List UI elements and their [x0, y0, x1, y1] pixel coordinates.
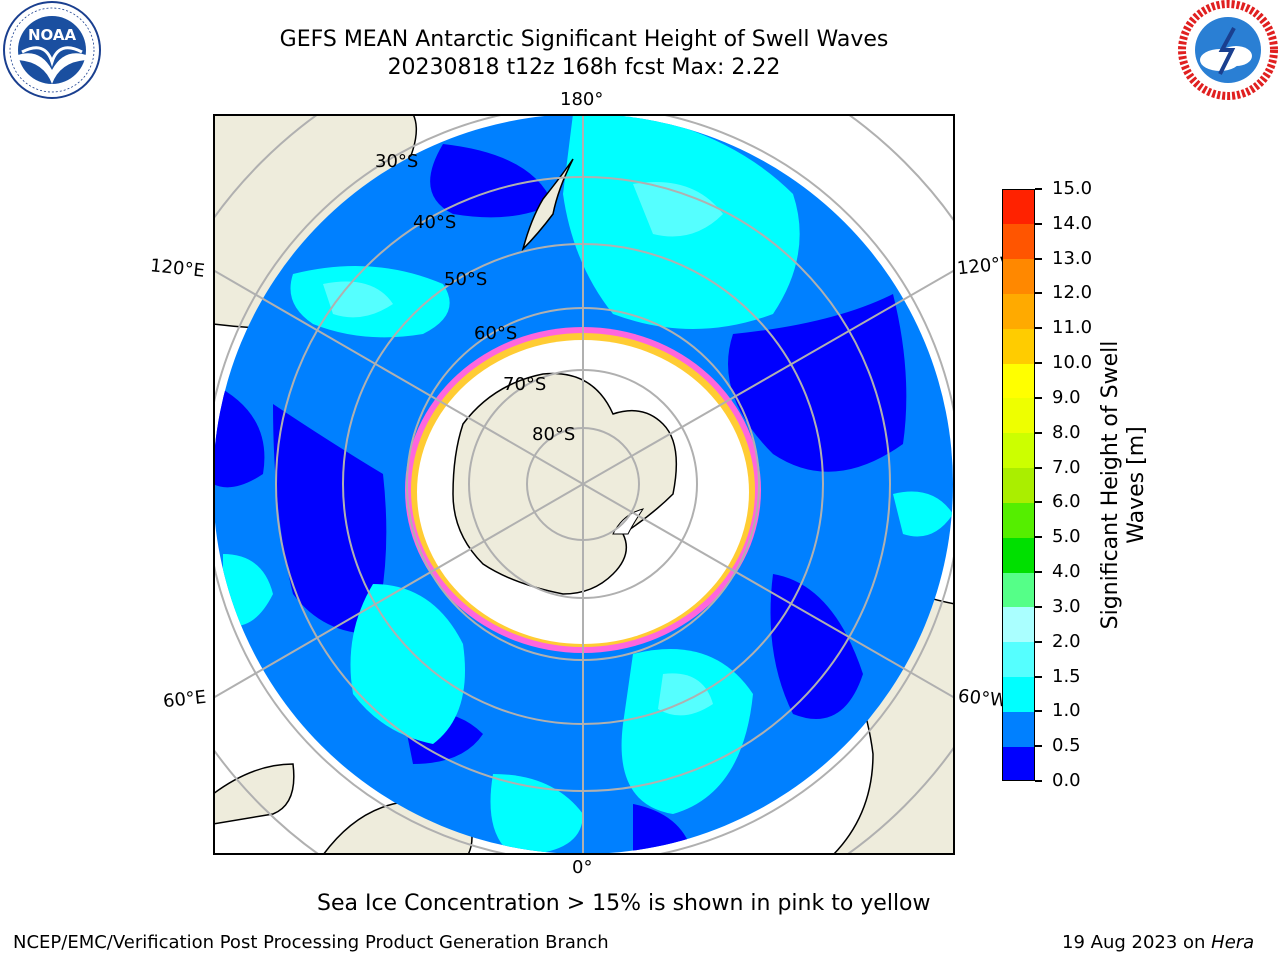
lat-label-80s: 80°S: [532, 424, 576, 445]
colorbar-label: Significant Height of Swell Waves [m]: [1098, 285, 1158, 685]
colorbar-tick-label: 5.0: [1052, 526, 1081, 548]
colorbar-band: [1002, 467, 1035, 503]
footer-host: Hera: [1211, 932, 1255, 953]
lon-label-upper-left: 120°E: [149, 255, 206, 282]
colorbar-label-line-2: Waves [m]: [1124, 426, 1149, 544]
colorbar-band: [1002, 258, 1035, 294]
colorbar-band: [1002, 537, 1035, 573]
colorbar-tick-mark: [1035, 710, 1042, 713]
noaa-logo-text: NOAA: [28, 26, 77, 44]
colorbar-band: [1002, 502, 1035, 538]
colorbar-tick-mark: [1035, 396, 1042, 399]
footer-date: 19 Aug 2023 on: [1062, 932, 1212, 953]
lat-label-50s: 50°S: [444, 269, 488, 290]
graticule: [213, 114, 955, 855]
colorbar-band: [1002, 641, 1035, 678]
title-line-2: 20230818 t12z 168h fcst Max: 2.22: [387, 55, 781, 80]
colorbar-tick-mark: [1035, 362, 1042, 365]
footer-right: 19 Aug 2023 on Hera: [1062, 932, 1254, 953]
colorbar-tick-label: 0.0: [1052, 770, 1081, 791]
colorbar-band: [1002, 363, 1035, 399]
colorbar-tick-label: 13.0: [1052, 247, 1093, 269]
colorbar-band: [1002, 189, 1035, 225]
lon-label-top: 180°: [560, 89, 604, 110]
colorbar-tick-label: 1.0: [1052, 700, 1081, 722]
colorbar-band: [1002, 711, 1035, 747]
colorbar-tick-label: 12.0: [1052, 282, 1093, 304]
colorbar-tick-mark: [1035, 605, 1042, 608]
colorbar-tick-label: 3.0: [1052, 595, 1081, 617]
lat-label-70s: 70°S: [503, 374, 547, 395]
colorbar-tick-mark: [1035, 292, 1042, 295]
colorbar-band: [1002, 432, 1035, 469]
colorbar-tick-label: 9.0: [1052, 386, 1081, 408]
colorbar-tick-mark: [1035, 780, 1042, 782]
colorbar-tick-label: 11.0: [1052, 317, 1093, 339]
colorbar-tick-mark: [1035, 431, 1042, 434]
colorbar-band: [1002, 746, 1035, 782]
colorbar-tick-mark: [1035, 745, 1042, 748]
colorbar-tick-label: 7.0: [1052, 456, 1081, 478]
lat-label-60s: 60°S: [474, 323, 518, 344]
sea-ice-note: Sea Ice Concentration > 15% is shown in …: [317, 891, 931, 916]
colorbar-band: [1002, 397, 1035, 434]
lon-label-lower-left: 60°E: [162, 686, 208, 713]
colorbar-tick-mark: [1035, 571, 1042, 574]
colorbar-tick-mark: [1035, 188, 1042, 190]
colorbar-band: [1002, 223, 1035, 260]
lat-label-40s: 40°S: [413, 212, 457, 233]
colorbar-band: [1002, 676, 1035, 712]
nws-logo: [1176, 0, 1280, 100]
colorbar-tick-label: 15.0: [1052, 178, 1093, 199]
colorbar-band: [1002, 293, 1035, 329]
colorbar-tick-mark: [1035, 640, 1042, 643]
colorbar-tick-label: 14.0: [1052, 212, 1093, 234]
lon-label-bottom: 0°: [572, 857, 593, 878]
noaa-logo: NOAA: [0, 0, 104, 100]
colorbar-tick-mark: [1035, 466, 1042, 469]
colorbar-tick-mark: [1035, 675, 1042, 678]
colorbar-tick-mark: [1035, 222, 1042, 225]
colorbar-tick-label: 2.0: [1052, 630, 1081, 652]
footer-left: NCEP/EMC/Verification Post Processing Pr…: [13, 932, 609, 953]
polar-map: [213, 114, 955, 855]
colorbar-tick-label: 4.0: [1052, 561, 1081, 583]
colorbar-tick-label: 8.0: [1052, 421, 1081, 443]
colorbar-tick-label: 6.0: [1052, 491, 1081, 513]
colorbar-tick-mark: [1035, 501, 1042, 504]
lat-label-30s: 30°S: [375, 151, 419, 172]
lon-label-upper-right: 120°W: [956, 253, 1004, 280]
colorbar-tick-label: 10.0: [1052, 352, 1093, 374]
colorbar-band: [1002, 606, 1035, 643]
colorbar-tick-label: 0.5: [1052, 735, 1081, 757]
colorbar-tick-mark: [1035, 536, 1042, 539]
colorbar-tick-label: 1.5: [1052, 665, 1081, 687]
colorbar: [1002, 189, 1035, 782]
colorbar-label-line-1: Significant Height of Swell: [1098, 340, 1123, 630]
colorbar-band: [1002, 328, 1035, 364]
colorbar-band: [1002, 572, 1035, 608]
colorbar-tick-mark: [1035, 327, 1042, 330]
title-line-1: GEFS MEAN Antarctic Significant Height o…: [279, 27, 889, 52]
colorbar-tick-mark: [1035, 257, 1042, 260]
lon-label-lower-right: 60°W: [957, 685, 1005, 712]
